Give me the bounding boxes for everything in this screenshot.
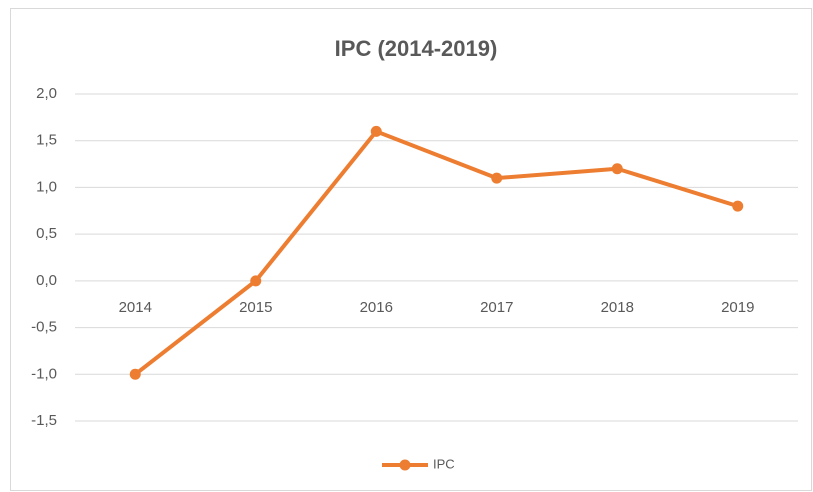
chart-frame (10, 8, 812, 491)
x-tick-label: 2019 (721, 299, 754, 316)
x-tick-label: 2016 (360, 299, 393, 316)
y-tick-label: 0,5 (36, 225, 57, 242)
x-tick-label: 2014 (119, 299, 152, 316)
y-tick-label: 2,0 (36, 85, 57, 102)
data-point (491, 172, 503, 184)
x-tick-label: 2017 (480, 299, 513, 316)
y-tick-label: 1,5 (36, 132, 57, 149)
y-tick-label: -0,5 (31, 319, 57, 336)
data-point (129, 368, 141, 380)
legend-label: IPC (433, 456, 455, 471)
y-tick-label: -1,0 (31, 365, 57, 382)
series-line (134, 129, 739, 376)
legend-marker (399, 459, 411, 471)
data-point (370, 125, 382, 137)
x-tick-label: 2018 (601, 299, 634, 316)
y-tick-label: 1,0 (36, 178, 57, 195)
data-point (250, 275, 262, 287)
y-tick-label: -1,5 (31, 412, 57, 429)
y-tick-label: 0,0 (36, 272, 57, 289)
chart-title: IPC (2014-2019) (335, 36, 498, 61)
data-point (732, 200, 744, 212)
x-tick-label: 2015 (239, 299, 272, 316)
data-point (611, 163, 623, 175)
